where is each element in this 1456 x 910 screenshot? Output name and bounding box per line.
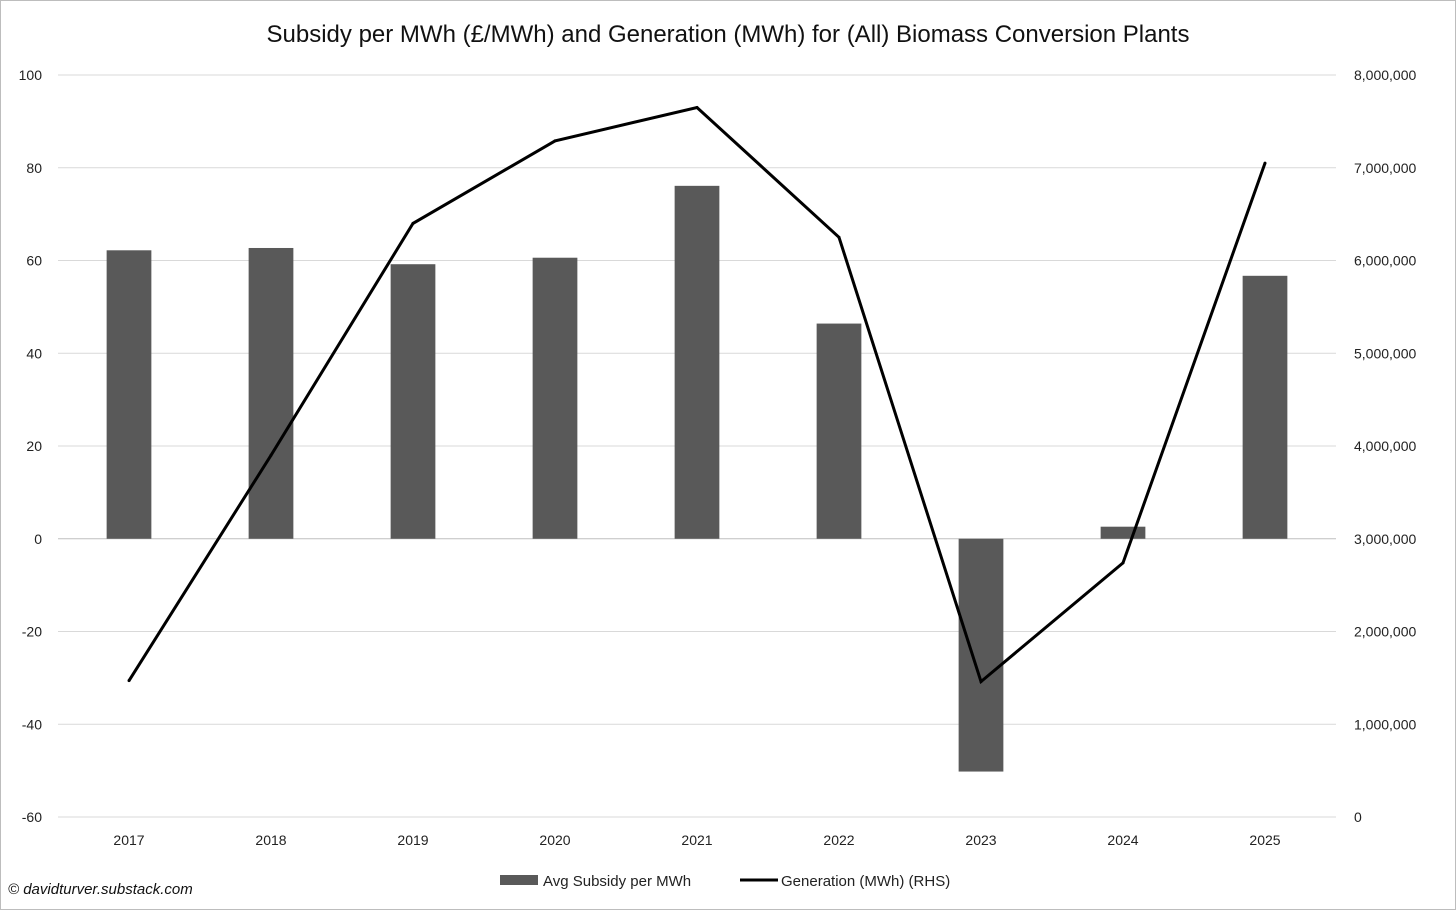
right-tick-label-1: 7,000,000 xyxy=(1354,160,1416,176)
left-axis: 100 80 60 40 20 0 -20 -40 -60 xyxy=(19,67,43,825)
left-tick-label-2: 60 xyxy=(26,253,42,269)
x-tick-label-2021: 2021 xyxy=(681,832,712,848)
generation-point-2019 xyxy=(411,221,415,225)
generation-point-2025 xyxy=(1263,161,1267,165)
generation-point-2022 xyxy=(837,235,841,239)
left-tick-label-7: -40 xyxy=(22,716,42,732)
left-tick-label-0: 100 xyxy=(19,67,43,83)
bar-2023 xyxy=(958,538,1004,772)
generation-point-2018 xyxy=(269,453,273,457)
bar-series xyxy=(106,185,1288,772)
x-tick-label-2019: 2019 xyxy=(397,832,428,848)
right-tick-label-6: 2,000,000 xyxy=(1354,624,1416,640)
x-tick-label-2024: 2024 xyxy=(1107,832,1138,848)
x-tick-label-2020: 2020 xyxy=(539,832,570,848)
bar-2022 xyxy=(816,323,862,539)
left-tick-label-4: 20 xyxy=(26,438,42,454)
bar-2019 xyxy=(390,264,436,539)
left-tick-label-8: -60 xyxy=(22,809,42,825)
bar-2025 xyxy=(1242,275,1288,539)
left-tick-label-5: 0 xyxy=(34,531,42,547)
left-tick-label-1: 80 xyxy=(26,160,42,176)
bar-2017 xyxy=(106,250,152,539)
generation-point-2020 xyxy=(553,139,557,143)
credit-text: © davidturver.substack.com xyxy=(8,881,193,898)
right-tick-label-5: 3,000,000 xyxy=(1354,531,1416,547)
right-tick-label-7: 1,000,000 xyxy=(1354,716,1416,732)
legend-bar-label: Avg Subsidy per MWh xyxy=(543,873,691,890)
line-series xyxy=(127,105,1267,685)
legend-bar-swatch xyxy=(500,875,538,885)
generation-point-2017 xyxy=(127,679,131,683)
bar-2024 xyxy=(1100,526,1146,539)
chart-title: Subsidy per MWh (£/MWh) and Generation (… xyxy=(267,21,1190,48)
x-tick-label-2018: 2018 xyxy=(255,832,286,848)
generation-point-2023 xyxy=(979,680,983,684)
right-axis: 8,000,000 7,000,000 6,000,000 5,000,000 4,00… xyxy=(1354,67,1416,825)
generation-point-2021 xyxy=(695,105,699,109)
bar-2020 xyxy=(532,257,578,539)
legend: Avg Subsidy per MWh Generation (MWh) (RH… xyxy=(500,873,950,890)
x-tick-label-2022: 2022 xyxy=(823,832,854,848)
right-tick-label-0: 8,000,000 xyxy=(1354,67,1416,83)
right-tick-label-2: 6,000,000 xyxy=(1354,253,1416,269)
x-axis: 2017 2018 2019 2020 2021 2022 2023 2024 2025 xyxy=(113,832,1280,848)
bar-2021 xyxy=(674,185,720,539)
right-tick-label-8: 0 xyxy=(1354,809,1362,825)
right-tick-label-4: 4,000,000 xyxy=(1354,438,1416,454)
left-tick-label-6: -20 xyxy=(22,624,42,640)
left-tick-label-3: 40 xyxy=(26,345,42,361)
generation-point-2024 xyxy=(1121,561,1125,565)
x-tick-label-2025: 2025 xyxy=(1249,832,1280,848)
bar-2018 xyxy=(248,247,294,539)
legend-line-label: Generation (MWh) (RHS) xyxy=(781,873,950,890)
x-tick-label-2017: 2017 xyxy=(113,832,144,848)
x-tick-label-2023: 2023 xyxy=(965,832,996,848)
right-tick-label-3: 5,000,000 xyxy=(1354,345,1416,361)
